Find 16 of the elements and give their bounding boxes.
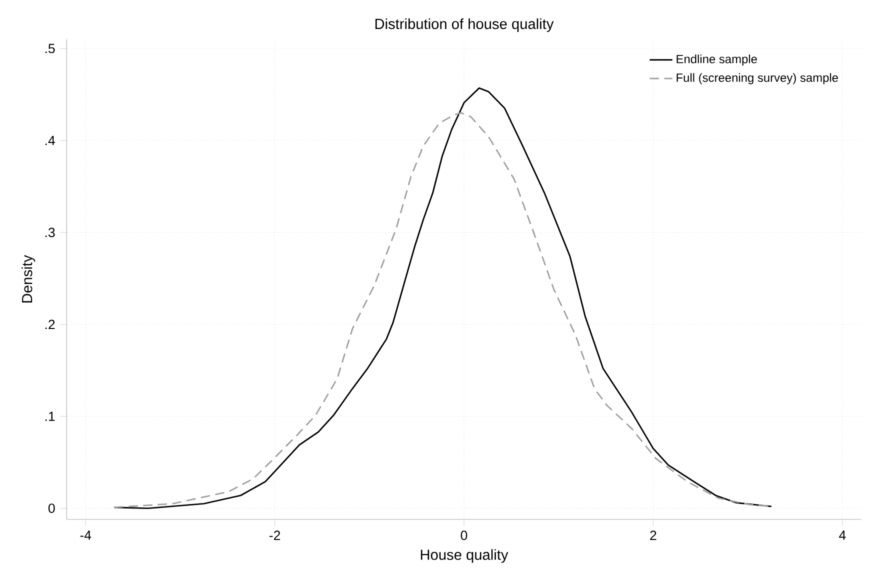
y-tick-label: .1 bbox=[45, 412, 55, 421]
x-tick-label: 4 bbox=[839, 530, 846, 540]
x-tick-label: -4 bbox=[80, 530, 92, 540]
y-tick-label: .4 bbox=[45, 136, 55, 146]
y-tick-label: .5 bbox=[45, 44, 55, 54]
x-tick-label: 0 bbox=[460, 530, 468, 540]
y-axis-title: Density bbox=[22, 255, 36, 302]
x-tick-label: -2 bbox=[269, 530, 280, 540]
y-tick-label: 0 bbox=[48, 504, 55, 513]
x-axis-title: House quality bbox=[420, 549, 508, 563]
legend-label: Full (screening survey) sample bbox=[676, 73, 838, 84]
y-tick-label: .2 bbox=[45, 320, 55, 330]
x-tick-label: 2 bbox=[650, 530, 656, 540]
chart-title: Distribution of house quality bbox=[375, 18, 554, 32]
legend-label: Endline sample bbox=[676, 54, 757, 66]
y-tick-label: .3 bbox=[45, 228, 55, 238]
